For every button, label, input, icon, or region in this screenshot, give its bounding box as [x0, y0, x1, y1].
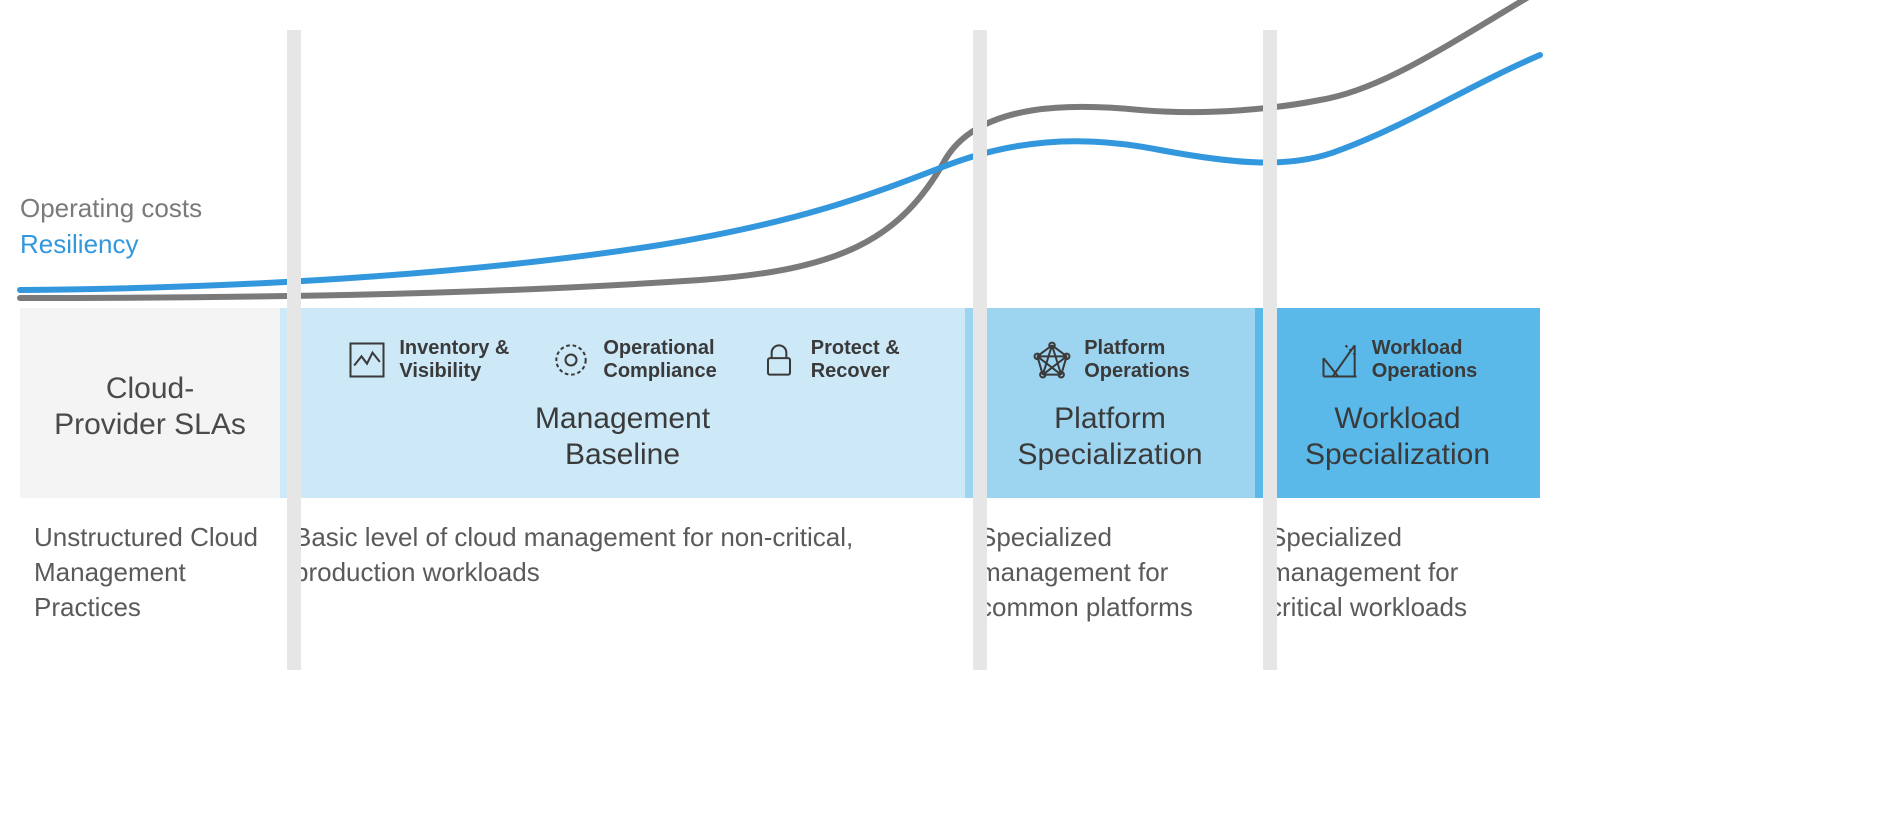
icon-label: Protect &Recover: [811, 337, 900, 383]
column-title: ManagementBaseline: [535, 401, 710, 473]
curves-chart: [20, 0, 1540, 308]
icon-item: OperationalCompliance: [549, 337, 716, 383]
resiliency-line: [20, 55, 1540, 290]
description-row: Unstructured Cloud Management PracticesB…: [20, 520, 1540, 625]
icon-item: Protect &Recover: [757, 337, 900, 383]
workload-operations-icon: [1318, 338, 1362, 382]
icon-row: WorkloadOperations: [1318, 337, 1478, 383]
icon-item: Inventory &Visibility: [345, 337, 509, 383]
column-title: PlatformSpecialization: [1017, 401, 1202, 473]
column-description: Unstructured Cloud Management Practices: [20, 520, 280, 625]
column-description: Specialized management for critical work…: [1255, 520, 1540, 625]
column-title: Cloud-Provider SLAs: [54, 371, 246, 443]
inventory-visibility-icon: [345, 338, 389, 382]
diagram-canvas: Operating costs Resiliency Cloud-Provide…: [0, 0, 1886, 826]
icon-label: PlatformOperations: [1084, 337, 1190, 383]
maturity-column-col0: Cloud-Provider SLAs: [20, 308, 280, 498]
icon-label: Inventory &Visibility: [399, 337, 509, 383]
platform-operations-icon: [1030, 338, 1074, 382]
maturity-column-col3: WorkloadOperations WorkloadSpecialization: [1255, 308, 1540, 498]
maturity-column-col1: Inventory &Visibility OperationalComplian…: [280, 308, 965, 498]
maturity-band: Cloud-Provider SLAs Inventory &Visibility…: [20, 308, 1540, 498]
column-description: Basic level of cloud management for non-…: [280, 520, 965, 625]
protect-recover-icon: [757, 338, 801, 382]
icon-label: WorkloadOperations: [1372, 337, 1478, 383]
column-divider: [1263, 30, 1277, 670]
operational-compliance-icon: [549, 338, 593, 382]
column-divider: [973, 30, 987, 670]
icon-item: WorkloadOperations: [1318, 337, 1478, 383]
icon-label: OperationalCompliance: [603, 337, 716, 383]
column-title: WorkloadSpecialization: [1305, 401, 1490, 473]
maturity-column-col2: PlatformOperations PlatformSpecialization: [965, 308, 1255, 498]
column-divider: [287, 30, 301, 670]
column-description: Specialized management for common platfo…: [965, 520, 1255, 625]
icon-row: Inventory &Visibility OperationalComplian…: [345, 337, 899, 383]
icon-row: PlatformOperations: [1030, 337, 1190, 383]
icon-item: PlatformOperations: [1030, 337, 1190, 383]
operating-costs-line: [20, 0, 1540, 298]
